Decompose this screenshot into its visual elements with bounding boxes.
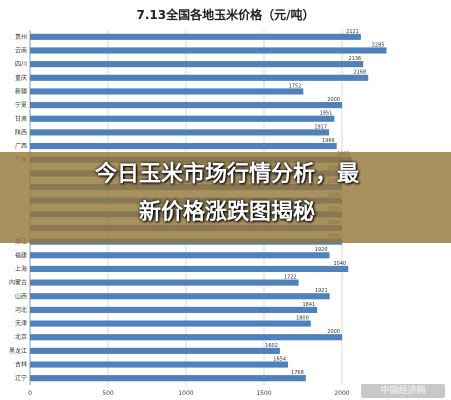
bar: [30, 102, 342, 109]
headline-banner: [0, 152, 451, 243]
category-label: 福建: [15, 251, 27, 259]
data-label: 2136: [348, 56, 361, 62]
category-label: 河北: [15, 306, 27, 314]
data-label: 2121: [346, 29, 359, 35]
category-label: 新疆: [15, 87, 27, 95]
data-label: 2000: [327, 97, 340, 103]
category-label: 上海: [15, 265, 27, 273]
x-tick-label: 500: [102, 390, 114, 397]
data-label: 1951: [320, 111, 333, 117]
bar: [30, 347, 280, 354]
bar: [30, 129, 330, 136]
data-label: 1768: [291, 370, 304, 376]
category-label: 北京: [15, 333, 27, 341]
x-tick-label: 1500: [256, 390, 271, 397]
category-label: 宁夏: [15, 101, 27, 109]
data-label: 1654: [273, 356, 286, 362]
data-label: 1722: [284, 275, 297, 281]
data-label: 1841: [302, 302, 315, 308]
chart-title: 7.13全国各地玉米价格（元/吨）: [136, 8, 315, 22]
category-label: 黑龙江: [9, 347, 27, 355]
category-label: 山西: [15, 292, 27, 300]
data-label: 2000: [327, 329, 340, 335]
bar: [30, 306, 318, 313]
bar: [30, 142, 337, 150]
bar: [30, 74, 369, 81]
headline-line-2: 新价格涨跌图揭秘: [138, 200, 315, 225]
category-label: 天津: [15, 321, 27, 328]
data-label: 1917: [314, 124, 327, 130]
headline-line-1: 今日玉米市场行情分析，最: [94, 162, 359, 187]
category-label: 辽宁: [15, 374, 27, 382]
bar: [30, 320, 311, 327]
category-label: 贵州: [15, 33, 27, 41]
bar: [30, 361, 289, 368]
bar: [30, 47, 387, 54]
headline: 今日玉米市场行情分析，最 新价格涨跌图揭秘: [22, 156, 432, 232]
data-label: 1602: [265, 343, 278, 349]
data-label: 2285: [372, 42, 385, 48]
bar: [30, 61, 364, 68]
bar: [30, 334, 342, 341]
bar: [30, 115, 335, 122]
category-label: 重庆: [15, 74, 27, 82]
data-label: 2040: [334, 261, 347, 267]
x-tick-label: 2000: [334, 390, 349, 397]
data-label: 1800: [296, 315, 309, 321]
category-label: 陕西: [15, 128, 27, 136]
bar: [30, 375, 306, 382]
category-label: 甘肃: [15, 115, 27, 123]
data-label: 1921: [315, 288, 328, 294]
category-label: 广西: [15, 142, 27, 150]
bar: [30, 265, 349, 273]
data-label: 2168: [353, 70, 366, 76]
category-label: 吉林: [15, 361, 27, 369]
x-tick-label: 1000: [178, 390, 193, 397]
data-label: 1920: [315, 247, 328, 253]
watermark-logo: 中国经济网: [361, 384, 445, 398]
bar: [30, 88, 304, 95]
bar: [30, 252, 330, 259]
bar: [30, 293, 330, 300]
category-label: 云南: [15, 46, 27, 54]
category-label: 内蒙古: [9, 279, 27, 287]
bar: [30, 33, 361, 40]
bar: [30, 279, 299, 286]
data-label: 1752: [289, 83, 302, 89]
data-label: 1966: [322, 138, 335, 144]
x-tick-label: 0: [28, 390, 32, 397]
category-label: 四川: [15, 61, 27, 68]
